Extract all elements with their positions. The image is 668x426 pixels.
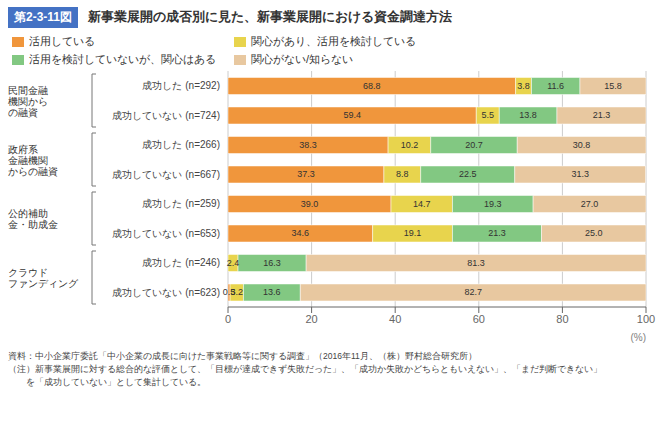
svg-text:公的補助金・助成金: 公的補助金・助成金 [8,208,58,230]
svg-text:21.3: 21.3 [593,110,611,120]
svg-text:クラウドファンディング: クラウドファンディング [8,267,79,289]
svg-text:59.4: 59.4 [343,110,361,120]
svg-text:19.3: 19.3 [484,199,502,209]
svg-text:成功した (n=259): 成功した (n=259) [142,198,220,209]
svg-text:34.6: 34.6 [292,228,310,238]
svg-text:10.2: 10.2 [401,140,419,150]
svg-text:38.3: 38.3 [299,140,317,150]
svg-text:21.3: 21.3 [488,228,506,238]
svg-text:80: 80 [556,313,568,325]
svg-text:5.5: 5.5 [482,110,495,120]
html-text:新事業展開の成否別に見た、新事業展開における資金調達方法: 新事業展開の成否別に見た、新事業展開における資金調達方法 [88,9,452,24]
svg-text:成功していない (n=724): 成功していない (n=724) [112,110,220,121]
svg-text:成功していない (n=653): 成功していない (n=653) [112,228,220,239]
html-text:活用している: 活用している [29,35,95,47]
svg-text:31.3: 31.3 [571,169,589,179]
svg-text:成功した (n=246): 成功した (n=246) [142,257,220,268]
svg-text:15.8: 15.8 [604,81,622,91]
svg-text:20.7: 20.7 [465,140,483,150]
svg-text:3.2: 3.2 [231,287,244,297]
svg-text:25.0: 25.0 [585,228,603,238]
svg-text:40: 40 [389,313,401,325]
html-text:第2-3-11図: 第2-3-11図 [14,9,72,24]
svg-text:8.8: 8.8 [396,169,409,179]
svg-text:39.0: 39.0 [301,199,319,209]
svg-text:68.8: 68.8 [363,81,381,91]
svg-text:22.5: 22.5 [459,169,477,179]
svg-text:民間金融機関からの融資: 民間金融機関からの融資 [8,84,48,117]
svg-text:82.7: 82.7 [464,287,482,297]
svg-text:0: 0 [225,313,231,325]
svg-text:成功した (n=292): 成功した (n=292) [142,80,220,91]
svg-text:20: 20 [305,313,317,325]
svg-text:60: 60 [473,313,485,325]
html-text:関心があり、活用を検討している: 関心があり、活用を検討している [251,35,416,47]
svg-text:政府系金融機関からの融資: 政府系金融機関からの融資 [8,143,58,176]
html-text:資料：中小企業庁委託「中小企業の成長に向けた事業戦略等に関す: 資料：中小企業庁委託「中小企業の成長に向けた事業戦略等に関する調査」（2016年… [8,351,477,361]
svg-text:27.0: 27.0 [581,199,599,209]
svg-text:(%): (%) [630,332,646,343]
svg-text:3.8: 3.8 [517,81,530,91]
svg-text:37.3: 37.3 [297,169,315,179]
html-text:（注）新事業展開に対する総合的な評価として、「目標が達成でき: （注）新事業展開に対する総合的な評価として、「目標が達成できず失敗だった」、「成… [8,364,602,374]
svg-text:成功した (n=266): 成功した (n=266) [142,139,220,150]
html-text:関心がない/知らない: 関心がない/知らない [251,53,354,65]
svg-text:19.1: 19.1 [404,228,422,238]
svg-text:2.4: 2.4 [227,258,240,268]
svg-text:16.3: 16.3 [263,258,281,268]
svg-text:13.8: 13.8 [519,110,537,120]
svg-text:30.8: 30.8 [573,140,591,150]
svg-text:81.3: 81.3 [467,258,485,268]
svg-text:成功していない (n=623): 成功していない (n=623) [112,287,220,298]
svg-text:100: 100 [637,313,655,325]
svg-text:0.5: 0.5 [222,287,236,298]
svg-text:13.6: 13.6 [263,287,281,297]
html-text:を「成功していない」として集計している。: を「成功していない」として集計している。 [8,377,206,387]
html-text:活用を検討していないが、関心はある: 活用を検討していないが、関心はある [29,53,216,65]
svg-text:成功していない (n=667): 成功していない (n=667) [112,169,220,180]
svg-text:11.6: 11.6 [547,81,564,91]
svg-text:14.7: 14.7 [413,199,431,209]
